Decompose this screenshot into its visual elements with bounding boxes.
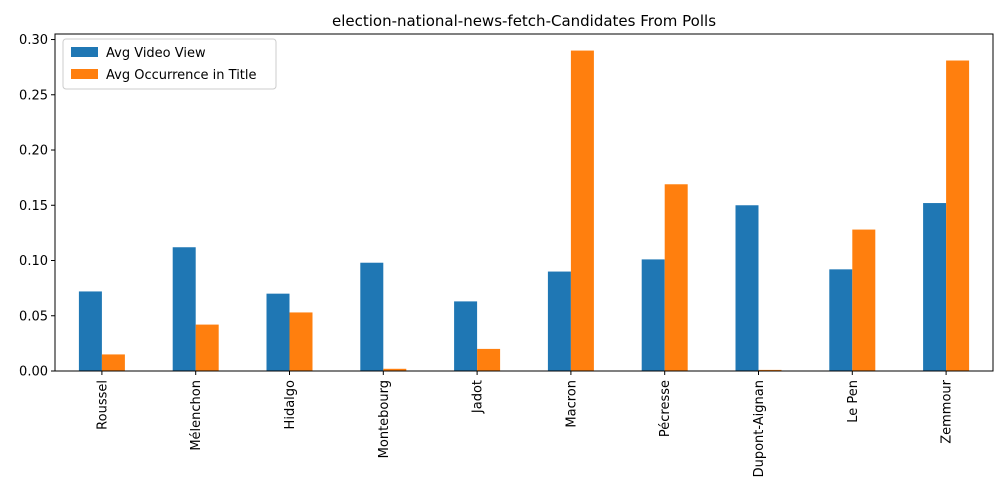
legend: Avg Video View Avg Occurrence in Title	[62, 38, 277, 90]
y-tick-label: 0.15	[19, 199, 48, 214]
x-tick-label-jadot: Jadot	[471, 380, 486, 414]
legend-swatch-avg-occurrence-in-title	[71, 69, 98, 79]
bar-avg-video-view-hidalgo	[266, 293, 290, 371]
bars-layer	[78, 50, 970, 372]
x-tick-label-dupont-aignan: Dupont-Aignan	[752, 380, 767, 477]
bar-avg-video-view-melenchon	[172, 247, 196, 371]
y-tick-label: 0.10	[19, 254, 48, 269]
x-tick-label-melenchon: Mélenchon	[189, 380, 204, 451]
bar-avg-occurrence-in-title-montebourg	[383, 368, 407, 371]
bar-avg-occurrence-in-title-zemmour	[946, 60, 970, 371]
x-tick-label-zemmour: Zemmour	[940, 379, 955, 443]
y-tick-label: 0.30	[19, 33, 48, 48]
y-tick-label: 0.05	[19, 309, 48, 324]
chart-title: election-national-news-fetch-Candidates …	[332, 12, 716, 30]
plot-frame	[54, 33, 994, 372]
x-tick-label-le-pen: Le Pen	[846, 380, 861, 423]
bar-avg-occurrence-in-title-pecresse	[664, 184, 688, 371]
axes-layer: 0.00 0.05 0.10 0.15 0.20 0.25 0.30 Roussel Mélen…	[19, 33, 994, 477]
bar-avg-occurrence-in-title-macron	[570, 50, 594, 372]
bar-avg-video-view-jadot	[454, 301, 478, 371]
legend-swatch-avg-video-view	[71, 47, 98, 57]
bar-avg-occurrence-in-title-hidalgo	[289, 312, 313, 371]
bar-avg-video-view-macron	[547, 271, 571, 371]
bar-avg-video-view-dupont-aignan	[735, 205, 759, 371]
bar-avg-video-view-le-pen	[829, 269, 853, 371]
bar-avg-occurrence-in-title-roussel	[101, 354, 125, 371]
bar-avg-occurrence-in-title-jadot	[477, 348, 501, 371]
x-tick-label-montebourg: Montebourg	[377, 380, 392, 458]
x-tick-label-roussel: Roussel	[95, 380, 110, 430]
bar-avg-video-view-montebourg	[360, 262, 384, 371]
legend-frame	[62, 38, 277, 90]
bar-avg-video-view-pecresse	[641, 259, 665, 371]
bar-avg-video-view-roussel	[78, 291, 102, 371]
bar-avg-occurrence-in-title-dupont-aignan	[758, 369, 782, 371]
y-tick-label: 0.00	[19, 365, 48, 380]
legend-label-avg-occurrence-in-title: Avg Occurrence in Title	[106, 68, 257, 83]
y-tick-label: 0.20	[19, 144, 48, 159]
bar-avg-video-view-zemmour	[923, 203, 947, 371]
x-tick-label-hidalgo: Hidalgo	[283, 380, 298, 429]
x-tick-label-pecresse: Pécresse	[658, 380, 673, 437]
y-tick-label: 0.25	[19, 88, 48, 103]
bar-avg-occurrence-in-title-le-pen	[852, 229, 876, 371]
legend-label-avg-video-view: Avg Video View	[106, 46, 206, 61]
x-tick-label-macron: Macron	[564, 380, 579, 428]
bar-avg-occurrence-in-title-melenchon	[195, 324, 219, 371]
